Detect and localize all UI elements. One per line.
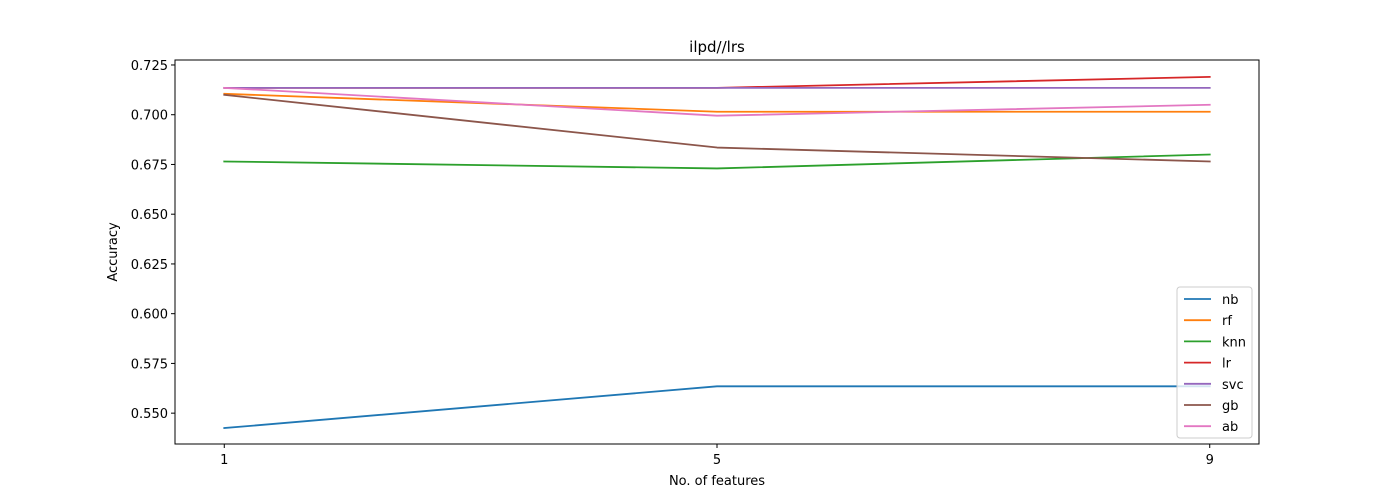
legend-label-svc: svc (1222, 378, 1244, 393)
y-tick-label: 0.625 (131, 258, 168, 273)
y-tick-label: 0.550 (131, 407, 168, 422)
x-axis-label: No. of features (669, 474, 765, 489)
series-line-rf (223, 92, 1211, 113)
y-tick-label: 0.700 (131, 109, 168, 124)
legend-label-rf: rf (1222, 314, 1232, 329)
y-tick-label: 0.675 (131, 158, 168, 173)
y-axis-ticks: 0.550 0.575 0.600 0.625 0.650 0.675 0.700 0.725 (131, 59, 175, 422)
series-line-knn (223, 153, 1211, 170)
chart-title: ilpd//lrs (689, 38, 745, 56)
y-tick-label: 0.575 (131, 357, 168, 372)
legend-items: nb rf knn lr svc gb ab (1184, 293, 1246, 435)
legend-label-gb: gb (1222, 399, 1239, 414)
legend-label-lr: lr (1222, 357, 1232, 372)
x-tick-label: 5 (713, 453, 721, 468)
series-line-nb (223, 385, 1211, 430)
series-line-ab (223, 86, 1211, 117)
series-line-gb (223, 93, 1211, 163)
y-tick-label: 0.725 (131, 59, 168, 74)
x-tick-label: 1 (220, 453, 228, 468)
legend-label-ab: ab (1222, 420, 1238, 435)
x-tick-label: 9 (1206, 453, 1214, 468)
legend-label-nb: nb (1222, 293, 1239, 308)
legend-box (1176, 286, 1253, 439)
y-axis-label: Accuracy (106, 222, 121, 282)
y-tick-label: 0.600 (131, 308, 168, 323)
y-tick-label: 0.650 (131, 208, 168, 223)
plot-lines (223, 75, 1211, 430)
x-axis-ticks: 1 5 9 (220, 444, 1214, 468)
legend: nb rf knn lr svc gb ab (1176, 286, 1253, 439)
legend-label-knn: knn (1222, 335, 1246, 350)
